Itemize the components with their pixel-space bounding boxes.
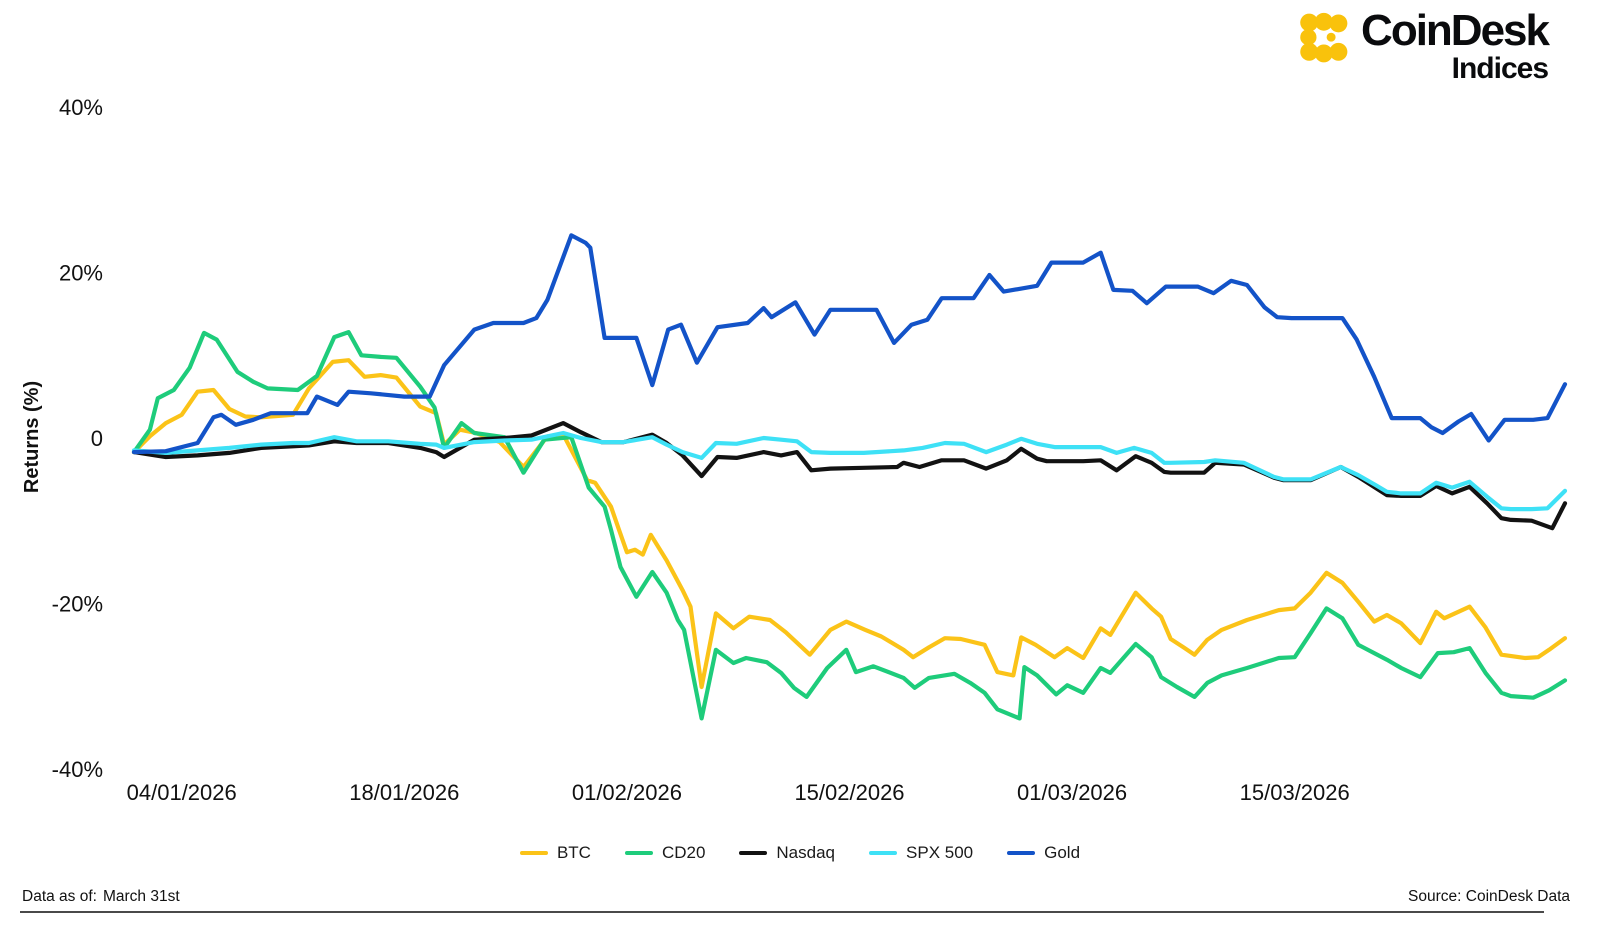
brand-name: CoinDesk (1361, 6, 1550, 55)
brand-subtitle: Indices (1451, 52, 1549, 86)
legend-item-spx-500: SPX 500 (869, 843, 973, 863)
legend-swatch-icon (869, 851, 898, 855)
legend-swatch-icon (624, 851, 653, 855)
legend-swatch-icon (519, 851, 548, 855)
legend-item-btc: BTC (519, 843, 591, 863)
y-tick-label: 20% (59, 261, 103, 286)
returns-line-chart: 40% 20% 0 -20% -40% Returns (%) 04/01/2026 18/0… (21, 95, 1568, 805)
legend-label: CD20 (661, 843, 706, 862)
legend-swatch-icon (739, 851, 768, 855)
legend-label: SPX 500 (906, 843, 974, 862)
x-tick-label: 01/03/2026 (1017, 780, 1127, 805)
data-as-of-value: March 31st (102, 888, 180, 905)
x-tick-label: 15/02/2026 (794, 780, 904, 805)
series-line-gold (131, 233, 1568, 455)
legend-label: Gold (1044, 843, 1081, 862)
y-tick-label: -20% (52, 591, 103, 616)
legend-label: Nasdaq (776, 843, 836, 862)
series-line-nasdaq (131, 421, 1568, 531)
source-credit: Source: CoinDesk Data (1408, 888, 1570, 905)
y-tick-label: -40% (52, 757, 103, 782)
x-tick-label: 15/03/2026 (1240, 780, 1350, 805)
series-line-btc (131, 358, 1568, 690)
chart-legend: BTC CD20 Nasdaq SPX 500 Gold (0, 843, 1600, 863)
footer-divider (20, 911, 1544, 913)
y-axis-title: Returns (%) (21, 381, 43, 493)
series-line-cd20 (131, 330, 1568, 721)
x-tick-label: 04/01/2026 (127, 780, 237, 805)
coindesk-logo: CoinDesk Indices (1297, 6, 1550, 86)
coindesk-dots-icon (1297, 12, 1349, 64)
legend-item-nasdaq: Nasdaq (739, 843, 835, 863)
data-as-of-label: Data as of: (22, 888, 97, 905)
legend-swatch-icon (1007, 851, 1036, 855)
x-tick-label: 01/02/2026 (572, 780, 682, 805)
y-tick-label: 40% (59, 95, 103, 120)
x-tick-label: 18/01/2026 (349, 780, 459, 805)
y-tick-label: 0 (91, 426, 103, 451)
series-line-spx-500 (131, 430, 1568, 512)
legend-item-cd20: CD20 (624, 843, 706, 863)
legend-item-gold: Gold (1007, 843, 1080, 863)
data-as-of: Data as of: March 31st (22, 888, 180, 906)
legend-label: BTC (556, 843, 591, 862)
